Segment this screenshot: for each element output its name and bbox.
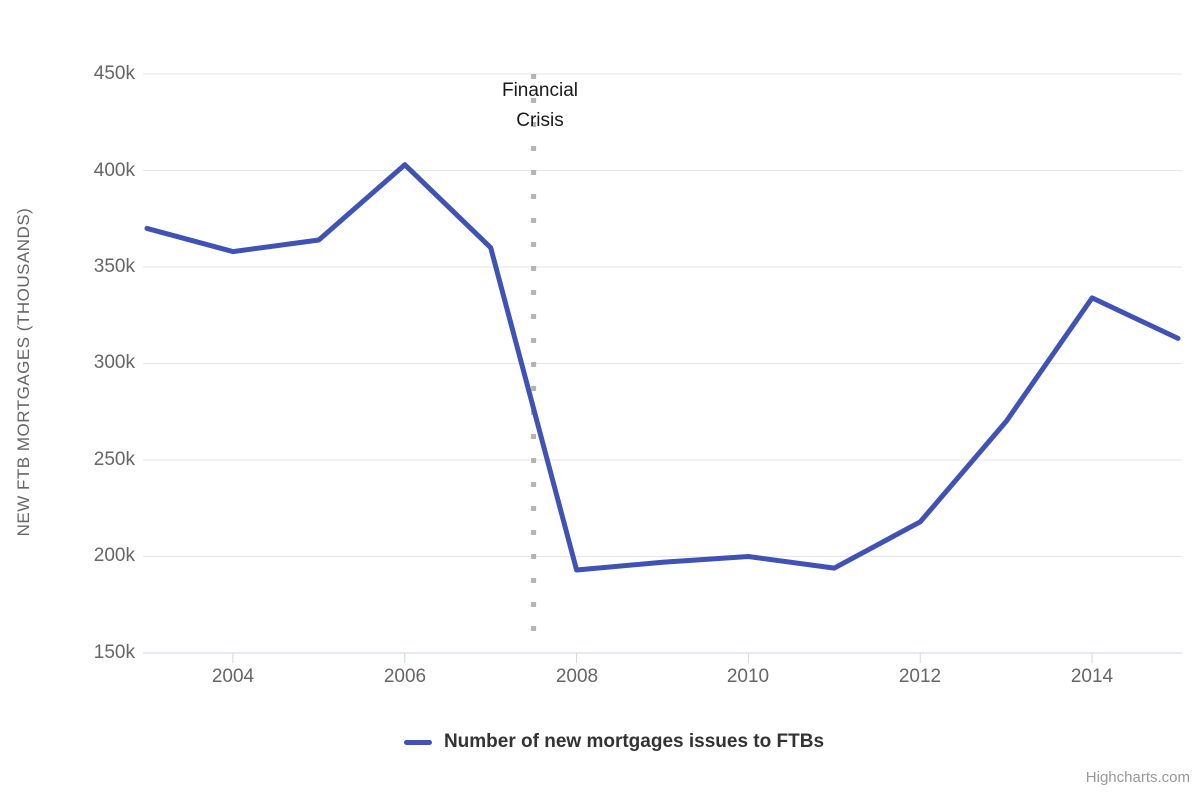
legend-label[interactable]: Number of new mortgages issues to FTBs [443,731,825,752]
y-axis-title: NEW FTB MORTGAGES (THOUSANDS) [14,207,33,537]
y-tick-label: 300k [93,352,135,373]
y-tick-label: 250k [93,449,135,470]
legend[interactable]: Number of new mortgages issues to FTBs [0,731,1200,753]
x-tick-label: 2010 [726,666,770,687]
x-tick-label: 2012 [898,666,942,687]
x-tick-label: 2006 [383,666,427,687]
x-tick-label: 2014 [1070,666,1114,687]
x-tick-label: 2004 [211,666,255,687]
y-tick-label: 400k [93,160,135,181]
legend-line-mark [403,739,432,745]
y-tick-label: 150k [93,642,135,663]
y-tick-label: 450k [93,63,135,84]
series-line[interactable] [144,162,1181,573]
y-tick-label: 200k [93,545,135,566]
plotline-label: Financial Crisis [501,80,579,131]
y-tick-label: 350k [93,256,135,277]
highcharts-credit[interactable]: Highcharts.com [1085,769,1190,786]
x-tick-label: 2008 [555,666,599,687]
